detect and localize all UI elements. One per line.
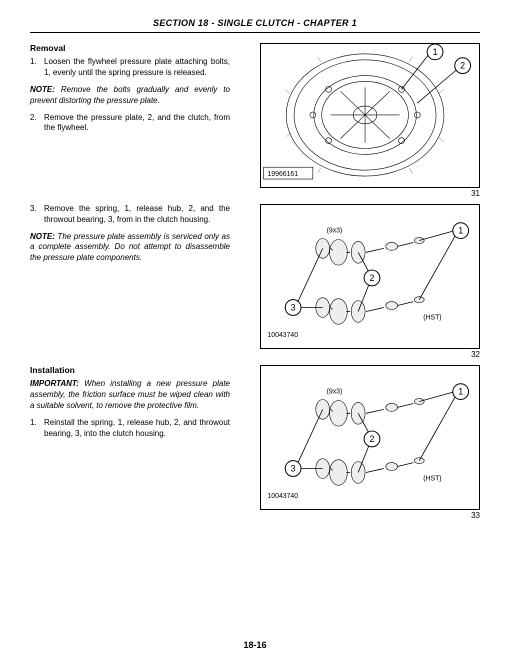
svg-text:10043740: 10043740	[267, 493, 298, 500]
svg-text:2: 2	[370, 434, 375, 444]
figure-number-31: 31	[260, 189, 480, 198]
removal-note-1: NOTE: Remove the bolts gradually and eve…	[30, 85, 230, 107]
removal-step-3: Remove the spring, 1, release hub, 2, an…	[44, 204, 230, 226]
svg-text:19966161: 19966161	[267, 171, 298, 178]
section-header: SECTION 18 - SINGLE CLUTCH - CHAPTER 1	[30, 18, 480, 33]
removal-heading: Removal	[30, 43, 230, 54]
step-number: 1.	[30, 418, 44, 440]
svg-text:3: 3	[291, 303, 296, 313]
step-number: 1.	[30, 57, 44, 79]
figure-32: (9x3)	[260, 204, 480, 349]
removal-step-1: Loosen the flywheel pressure plate attac…	[44, 57, 230, 79]
svg-text:(HST): (HST)	[423, 475, 441, 482]
figure-33: (9x3)	[260, 365, 480, 510]
page-footer: 18-16	[0, 640, 510, 650]
installation-step-1: Reinstall the spring, 1, release hub, 2,…	[44, 418, 230, 440]
installation-heading: Installation	[30, 365, 230, 376]
figure-number-33: 33	[260, 511, 480, 520]
svg-text:2: 2	[460, 61, 465, 71]
removal-step-2: Remove the pressure plate, 2, and the cl…	[44, 113, 230, 135]
svg-text:(9x3): (9x3)	[327, 228, 343, 235]
step-number: 2.	[30, 113, 44, 135]
svg-text:(HST): (HST)	[423, 314, 441, 321]
figure-number-32: 32	[260, 350, 480, 359]
removal-note-2: NOTE: The pressure plate assembly is ser…	[30, 232, 230, 264]
svg-text:(9x3): (9x3)	[327, 389, 343, 396]
svg-text:1: 1	[458, 387, 463, 397]
svg-text:2: 2	[370, 273, 375, 283]
svg-text:1: 1	[433, 47, 438, 57]
svg-text:10043740: 10043740	[267, 332, 298, 339]
svg-text:3: 3	[291, 464, 296, 474]
step-number: 3.	[30, 204, 44, 226]
installation-important: IMPORTANT: When installing a new pressur…	[30, 379, 230, 411]
svg-text:1: 1	[458, 226, 463, 236]
figure-31: 1 2 19966161	[260, 43, 480, 188]
